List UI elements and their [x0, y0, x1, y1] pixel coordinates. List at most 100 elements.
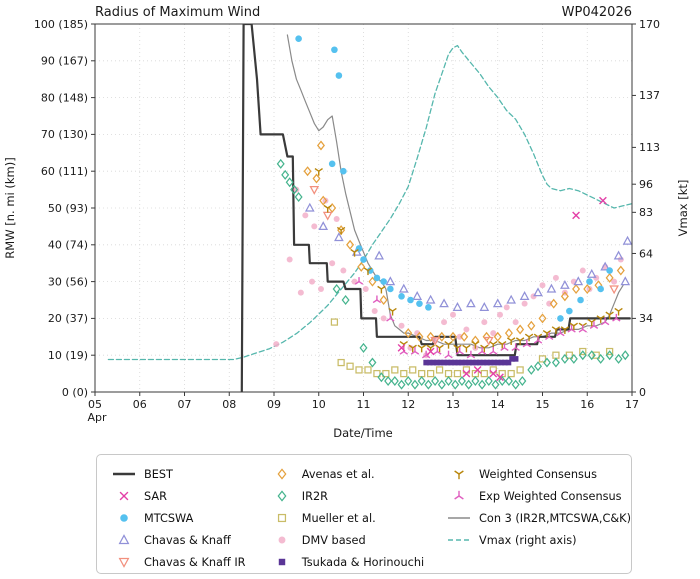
- x-tick-label: 17: [625, 398, 639, 411]
- dmv-legend-marker-icon: [278, 536, 286, 544]
- sar-legend-marker-icon: [119, 491, 129, 501]
- axis-layer: 05 06 07 08 09 10 11 12 13 14 15 16 17 0 (0) 10 (19) 20…: [34, 18, 660, 411]
- chart-canvas: 05 06 07 08 09 10 11 12 13 14 15 16 17 0 (0) 10 (19) 20…: [3, 5, 690, 440]
- y-tick-label-left: 100 (185): [34, 18, 88, 31]
- legend-item-avenas: Avenas et al.: [269, 463, 446, 485]
- x-tick-label: 08: [222, 398, 236, 411]
- y-tick-label-right: 64: [639, 247, 653, 260]
- y-tick-label-right: 34: [639, 312, 653, 325]
- series-mtcswa: [295, 35, 613, 322]
- x-tick-label: 12: [401, 398, 415, 411]
- series-avenas: [303, 140, 625, 346]
- legend-item-vmax: Vmax (right axis): [446, 529, 631, 551]
- x-tick-label: 06: [133, 398, 147, 411]
- avenas-legend-marker-icon: [277, 468, 287, 480]
- y-tick-label-left: 30 (56): [48, 275, 88, 288]
- month-label: Apr: [87, 411, 107, 424]
- vmax-legend-marker-icon: [448, 539, 471, 541]
- legend-label-avenas: Avenas et al.: [301, 467, 375, 481]
- y-tick-label-left: 50 (93): [48, 202, 88, 215]
- series-mueller: [330, 318, 614, 378]
- y-tick-label-left: 0 (0): [62, 386, 88, 399]
- legend-item-sar: SAR: [111, 485, 269, 507]
- legend-column-3: Weighted Consensus Exp Weighted Consensus…: [446, 463, 631, 573]
- exp_weighted-legend-marker-icon: [454, 490, 464, 500]
- series-chavas_knaff_ir: [309, 185, 619, 346]
- ir2r-legend-marker-icon: [277, 490, 287, 502]
- y-tick-label-right: 0: [639, 386, 646, 399]
- right-axis-label: Vmax [kt]: [676, 180, 690, 237]
- legend-item-tsukada: Tsukada & Horinouchi: [269, 551, 446, 573]
- series-exp_weighted: [354, 277, 621, 359]
- legend-item-best: BEST: [111, 463, 269, 485]
- con3-legend-marker-icon: [448, 517, 471, 519]
- chavas_knaff_ir-legend-marker-icon: [118, 557, 130, 568]
- legend-label-sar: SAR: [144, 489, 167, 503]
- legend-label-weighted: Weighted Consensus: [479, 467, 597, 481]
- legend-label-best: BEST: [144, 467, 173, 481]
- legend-column-2: Avenas et al. IR2R Mueller et al. DMV based…: [269, 463, 446, 573]
- series-tsukada: [423, 356, 519, 366]
- legend-item-dmv: DMV based: [269, 529, 446, 551]
- legend-label-mueller: Mueller et al.: [301, 511, 376, 525]
- legend-item-ir2r: IR2R: [269, 485, 446, 507]
- legend-item-mueller: Mueller et al.: [269, 507, 446, 529]
- series-vmax: [107, 44, 632, 361]
- legend-label-chavas_knaff: Chavas & Knaff: [144, 533, 231, 547]
- y-tick-label-left: 20 (37): [48, 312, 88, 325]
- y-tick-label-left: 60 (111): [41, 165, 88, 178]
- x-tick-label: 15: [536, 398, 550, 411]
- series-sar: [397, 196, 607, 382]
- y-tick-label-left: 40 (74): [48, 239, 88, 252]
- x-tick-label: 14: [491, 398, 505, 411]
- legend-label-dmv: DMV based: [301, 533, 366, 547]
- tsukada-legend-marker-icon: [278, 558, 285, 566]
- legend-label-tsukada: Tsukada & Horinouchi: [301, 555, 425, 569]
- legend-item-chavas_knaff: Chavas & Knaff: [111, 529, 269, 551]
- legend-item-mtcswa: MTCSWA: [111, 507, 269, 529]
- mueller-legend-marker-icon: [277, 513, 286, 523]
- y-tick-label-left: 80 (148): [41, 91, 88, 104]
- mtcswa-legend-marker-icon: [120, 514, 128, 522]
- x-tick-label: 07: [178, 398, 192, 411]
- series-chavas_knaff: [304, 202, 632, 311]
- legend-label-mtcswa: MTCSWA: [144, 511, 194, 525]
- chart-title: Radius of Maximum Wind: [95, 5, 260, 20]
- x-tick-label: 13: [446, 398, 460, 411]
- storm-id: WP042026: [562, 5, 632, 20]
- legend-column-1: BEST SAR MTCSWA Chavas & Knaff Chavas & Knaf…: [111, 463, 269, 573]
- y-tick-label-right: 83: [639, 206, 653, 219]
- legend-item-con3: Con 3 (IR2R,MTCSWA,C&K): [446, 507, 631, 529]
- y-tick-label-right: 170: [639, 18, 660, 31]
- y-tick-label-right: 113: [639, 141, 660, 154]
- legend-box: BEST SAR MTCSWA Chavas & Knaff Chavas & Knaf…: [96, 454, 632, 574]
- y-tick-label-left: 10 (19): [48, 349, 88, 362]
- x-tick-label: 10: [312, 398, 326, 411]
- legend-item-weighted: Weighted Consensus: [446, 463, 631, 485]
- series-layer: [107, 24, 632, 392]
- x-tick-label: 05: [88, 398, 102, 411]
- plot-dynamic-layers: 05 06 07 08 09 10 11 12 13 14 15 16 17 0 (0) 10 (19) 20…: [34, 18, 660, 411]
- best-legend-marker-icon: [113, 472, 135, 476]
- weighted-legend-marker-icon: [454, 470, 464, 480]
- y-tick-label-left: 70 (130): [41, 128, 88, 141]
- series-ir2r: [276, 158, 630, 390]
- x-tick-label: 09: [267, 398, 281, 411]
- legend-label-vmax: Vmax (right axis): [479, 533, 577, 547]
- legend-label-con3: Con 3 (IR2R,MTCSWA,C&K): [479, 511, 631, 525]
- legend-label-chavas_knaff_ir: Chavas & Knaff IR: [144, 555, 246, 569]
- legend-label-exp_weighted: Exp Weighted Consensus: [479, 489, 622, 503]
- x-tick-label: 16: [580, 398, 594, 411]
- left-axis-label: RMW [n. mi (km)]: [3, 157, 17, 258]
- legend-item-exp_weighted: Exp Weighted Consensus: [446, 485, 631, 507]
- legend-label-ir2r: IR2R: [301, 489, 328, 503]
- series-dmv: [273, 186, 624, 359]
- series-weighted: [314, 168, 623, 353]
- y-tick-label-left: 90 (167): [41, 55, 88, 68]
- x-axis-label: Date/Time: [333, 426, 393, 440]
- y-tick-label-right: 137: [639, 89, 660, 102]
- series-con3: [286, 34, 624, 349]
- x-tick-label: 11: [357, 398, 371, 411]
- chavas_knaff-legend-marker-icon: [118, 534, 130, 545]
